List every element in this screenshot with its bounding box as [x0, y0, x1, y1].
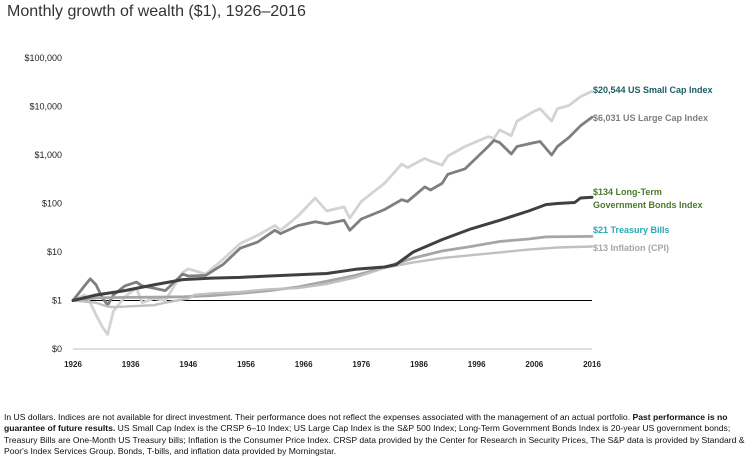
chart-svg: $0 $1 $10 $100 $1,000 $10,000 $100,000 1926 193…: [24, 53, 713, 369]
x-tick-label: 1986: [410, 360, 428, 369]
series-end-labels: $20,544 US Small Cap Index $6,031 US Larg…: [593, 85, 713, 253]
footnote: In US dollars. Indices are not available…: [4, 412, 750, 458]
series-line-us-large-cap-index: [71, 115, 594, 307]
y-tick-label: $1,000: [34, 150, 62, 160]
y-axis: $0 $1 $10 $100 $1,000 $10,000 $100,000: [24, 53, 62, 354]
footnote-sources: US Small Cap Index is the CRSP 6–10 Inde…: [4, 423, 745, 457]
series-line-us-small-cap-index: [71, 89, 594, 336]
series-line-inflation-cpi: [71, 245, 594, 309]
y-tick-label: $100: [42, 199, 62, 209]
footnote-text: In US dollars. Indices are not available…: [4, 412, 633, 422]
x-tick-label: 2006: [525, 360, 543, 369]
chart-title: Monthly growth of wealth ($1), 1926–2016: [7, 3, 306, 20]
footnote-disclaimer: Past performance is no guarantee of futu…: [4, 412, 728, 434]
y-tick-label: $10,000: [29, 102, 62, 112]
x-tick-label: 1966: [295, 360, 313, 369]
end-label-treasury-bills: $21 Treasury Bills: [593, 225, 670, 235]
x-tick-label: 1996: [468, 360, 486, 369]
y-tick-label: $0: [52, 344, 62, 354]
end-label-us-large-cap-index: $6,031 US Large Cap Index: [593, 113, 708, 123]
y-tick-label: $100,000: [24, 53, 62, 63]
end-label-long-term-government-bonds-index: $134 Long-Term Government Bonds Index: [593, 187, 703, 210]
series-line-treasury-bills: [71, 234, 594, 302]
y-tick-label: $10: [47, 247, 62, 257]
series-line-long-term-government-bonds-index: [71, 195, 594, 302]
series-lines: [71, 89, 594, 336]
end-label-us-small-cap-index: $20,544 US Small Cap Index: [593, 85, 713, 95]
x-axis: 1926 1936 1946 1956 1966 1976 1986 1996 2006 2016: [64, 348, 601, 369]
x-tick-label: 1936: [122, 360, 140, 369]
x-tick-label: 1926: [64, 360, 82, 369]
x-tick-label: 1946: [179, 360, 197, 369]
x-tick-label: 1976: [352, 360, 370, 369]
x-tick-label: 2016: [583, 360, 601, 369]
y-tick-label: $1: [52, 296, 62, 306]
x-tick-label: 1956: [237, 360, 255, 369]
end-label-inflation-cpi: $13 Inflation (CPI): [593, 243, 669, 253]
